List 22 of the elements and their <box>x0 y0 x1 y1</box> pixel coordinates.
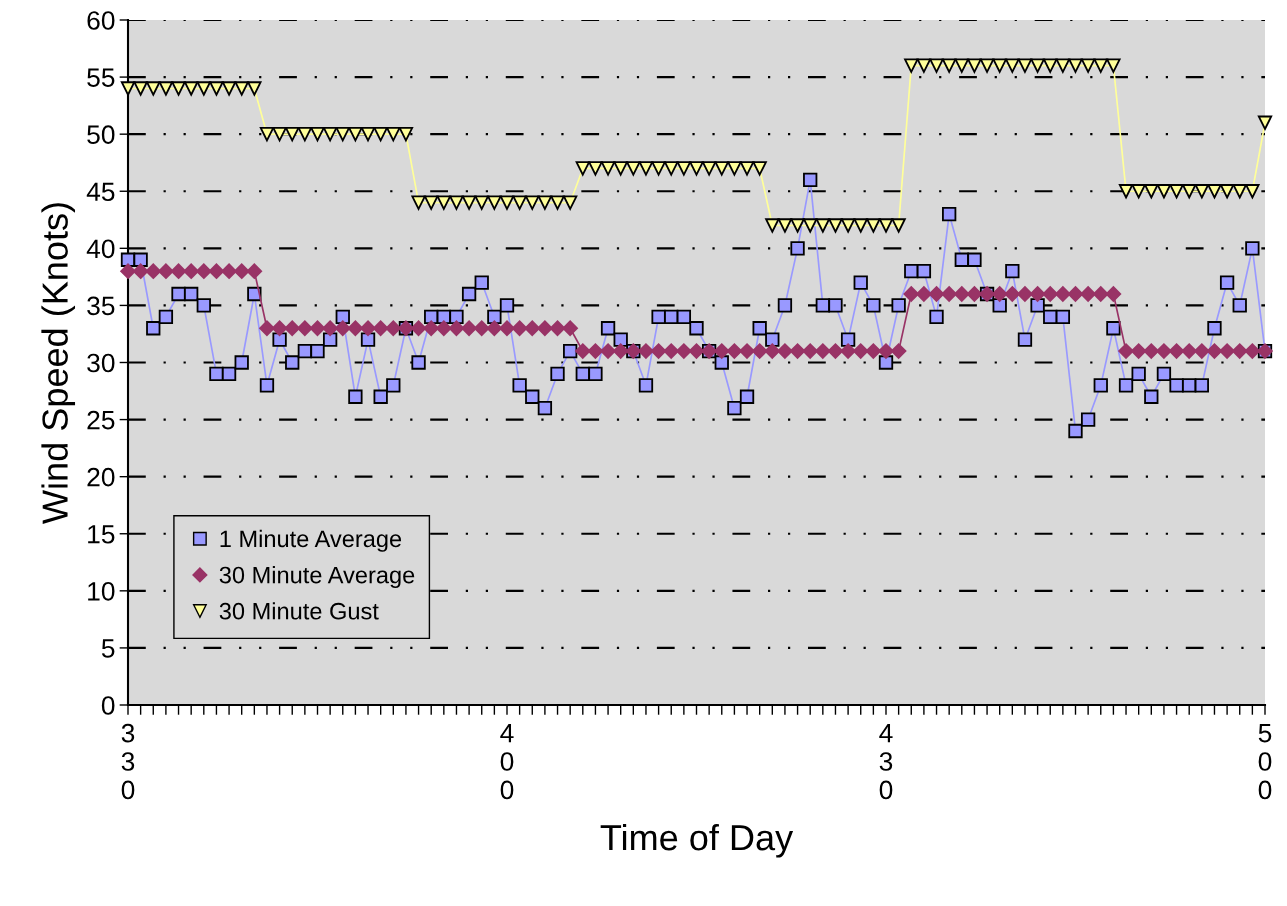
legend-label: 30 Minute Average <box>219 566 415 589</box>
x-tick-label: 500 <box>1258 724 1272 800</box>
y-tick-label: 40 <box>86 239 115 259</box>
y-tick-label: 55 <box>87 68 115 87</box>
y-axis-title: Wind Speed (Knots) <box>41 203 76 524</box>
y-tick-label: 10 <box>88 581 115 601</box>
y-tick-label: 20 <box>87 467 115 487</box>
x-axis-title: Time of Day <box>600 823 794 858</box>
y-tick-label: 30 <box>87 353 115 373</box>
y-tick-label: 35 <box>87 296 115 316</box>
y-tick-label: 5 <box>101 639 115 658</box>
x-tick-label: 330 <box>121 723 135 800</box>
y-tick-label: 0 <box>101 696 115 715</box>
x-tick-label: 430 <box>879 724 893 800</box>
x-tick-label: 400 <box>500 724 514 800</box>
legend-label: 30 Minute Gust <box>219 602 379 620</box>
y-tick-label: 15 <box>88 525 115 544</box>
y-tick-label: 60 <box>87 11 115 30</box>
legend-label: 1 Minute Average <box>220 529 402 552</box>
y-tick-label: 50 <box>87 125 115 144</box>
y-tick-label: 25 <box>87 410 115 430</box>
y-tick-label: 45 <box>86 182 115 202</box>
